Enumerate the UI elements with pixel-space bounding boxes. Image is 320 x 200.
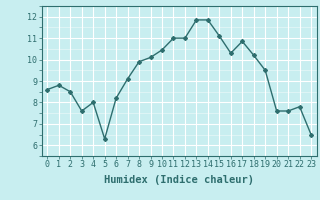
X-axis label: Humidex (Indice chaleur): Humidex (Indice chaleur) <box>104 175 254 185</box>
